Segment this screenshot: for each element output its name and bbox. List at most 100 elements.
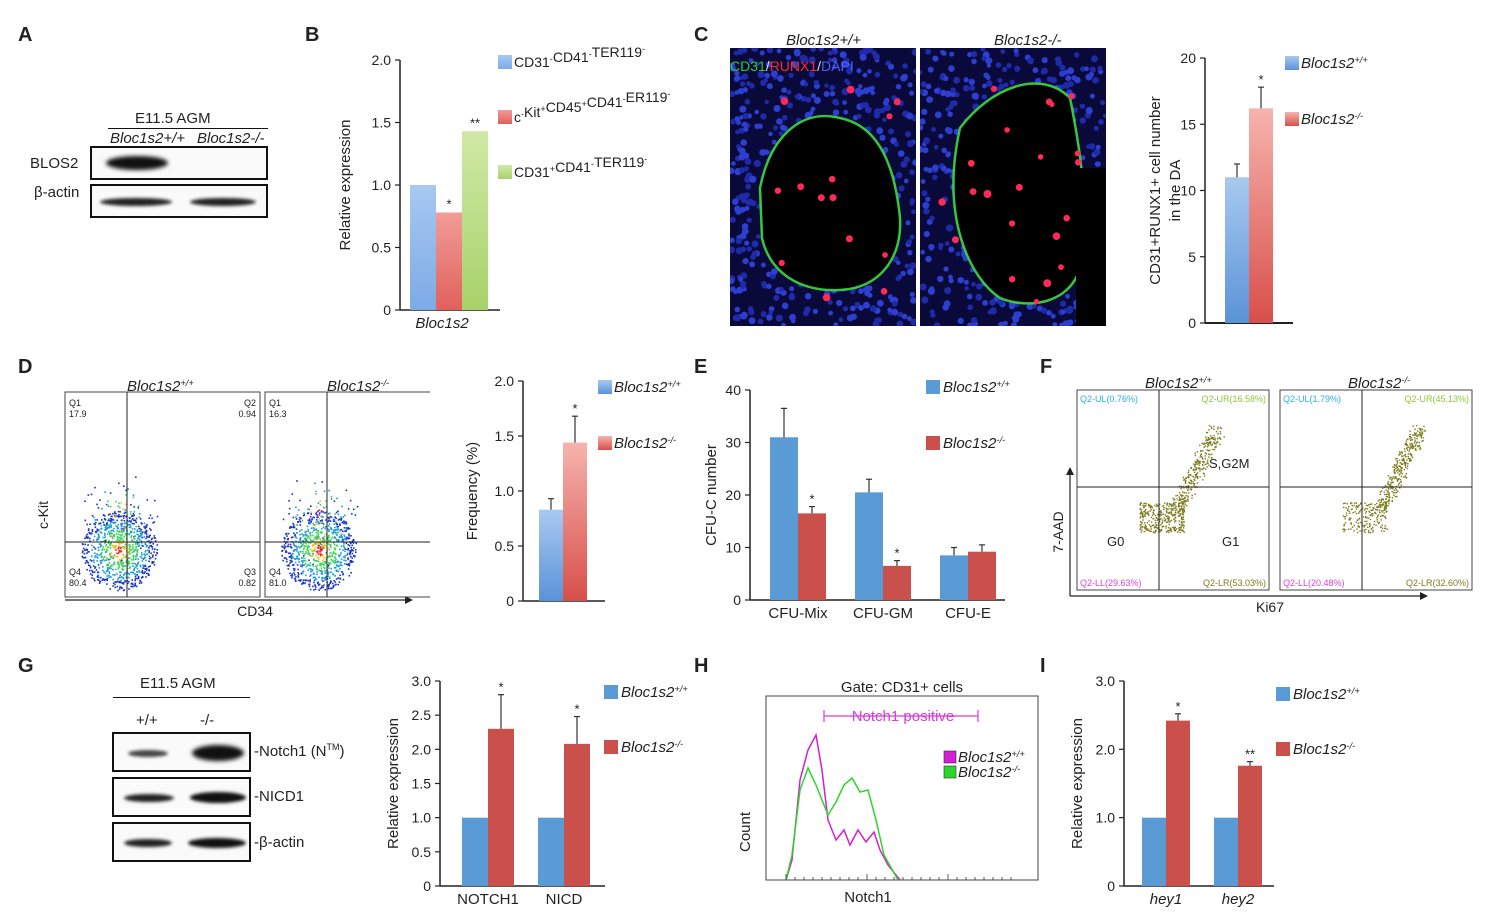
- flow-event: [1419, 433, 1421, 435]
- dapi-nucleus: [730, 90, 735, 98]
- dapi-nucleus: [773, 105, 781, 112]
- flow-event: [1207, 450, 1209, 452]
- flow-event: [107, 567, 109, 569]
- flow-event: [1389, 485, 1391, 487]
- flow-event: [104, 532, 106, 535]
- flow-event: [110, 567, 113, 570]
- flow-event: [296, 524, 298, 526]
- dapi-nucleus: [927, 66, 934, 73]
- flow-event: [118, 581, 120, 583]
- flow-event: [300, 573, 303, 575]
- dapi-nucleus: [768, 131, 773, 137]
- flow-event: [150, 538, 153, 541]
- dapi-nucleus: [949, 51, 955, 57]
- flow-event: [127, 533, 129, 535]
- dapi-nucleus: [1071, 75, 1077, 81]
- flow-event: [342, 538, 344, 540]
- flow-event: [339, 568, 341, 570]
- flow-event: [332, 585, 335, 587]
- dapi-nucleus: [743, 192, 750, 199]
- flow-event: [96, 553, 98, 555]
- dapi-nucleus: [863, 301, 870, 309]
- panel-g-y-tick-label: 0.5: [412, 844, 432, 860]
- panel-c-y-tick-label: 20: [1180, 50, 1196, 66]
- flow-event: [1397, 472, 1399, 474]
- flow-event: [116, 585, 119, 588]
- dapi-nucleus: [744, 240, 750, 246]
- flow-event: [320, 587, 323, 589]
- dapi-nucleus: [867, 293, 873, 298]
- dapi-nucleus: [920, 89, 924, 95]
- flow-event: [295, 540, 297, 543]
- flow-event: [118, 550, 121, 552]
- panel-h-x-label: Notch1: [844, 889, 892, 906]
- flow-event: [1167, 530, 1169, 532]
- flow-event: [1193, 478, 1195, 481]
- flow-event: [1172, 503, 1174, 505]
- flow-event: [1199, 456, 1201, 458]
- flow-event: [101, 549, 103, 551]
- flow-event: [98, 579, 100, 581]
- flow-event: [1351, 502, 1353, 504]
- flow-event: [96, 539, 98, 542]
- flow-event: [337, 577, 339, 579]
- flow-event: [321, 510, 323, 512]
- blot-band: [124, 794, 174, 802]
- dapi-nucleus: [862, 72, 868, 78]
- flow-event: [313, 589, 315, 591]
- panel-e-y-tick-label: 40: [725, 382, 741, 398]
- flow-event: [1163, 506, 1165, 509]
- flow-event: [1416, 442, 1418, 444]
- flow-event: [1185, 492, 1187, 494]
- panel-d-y-tick-label: 1.5: [495, 428, 515, 444]
- flow-event: [1385, 498, 1388, 500]
- flow-event: [153, 564, 156, 566]
- flow-event: [1406, 446, 1408, 449]
- flow-event: [1157, 524, 1160, 527]
- flow-event: [1397, 490, 1399, 493]
- flow-event: [317, 533, 319, 536]
- dapi-nucleus: [742, 258, 749, 265]
- flow-event: [1168, 503, 1170, 505]
- panel-f-quad-ll: Q2-LL(29.63%): [1080, 578, 1142, 588]
- panel-f-label-sg2m: S,G2M: [1209, 456, 1249, 471]
- flow-event: [135, 546, 137, 548]
- flow-event: [137, 577, 140, 579]
- flow-event: [1175, 501, 1177, 504]
- flow-event: [1409, 448, 1411, 450]
- flow-event: [143, 553, 145, 555]
- dapi-nucleus: [742, 87, 748, 93]
- flow-event: [326, 570, 329, 573]
- flow-event: [299, 499, 301, 502]
- flow-event: [125, 534, 127, 537]
- flow-event: [121, 527, 124, 530]
- panel-b-y-tick-label: 0.5: [372, 240, 392, 256]
- flow-event: [1368, 523, 1371, 525]
- panel-g-lane-wt: +/+: [136, 712, 158, 729]
- flow-event: [93, 516, 95, 519]
- flow-event: [113, 527, 115, 530]
- flow-event: [348, 533, 350, 535]
- dapi-nucleus: [781, 114, 788, 121]
- flow-event: [328, 523, 331, 525]
- flow-event: [339, 554, 342, 556]
- dapi-nucleus: [895, 172, 903, 179]
- flow-event: [1393, 494, 1395, 497]
- dapi-nucleus: [1054, 56, 1062, 63]
- flow-event: [315, 537, 317, 539]
- panel-d-y-label-bar: Frequency (%): [464, 442, 481, 540]
- flow-event: [1144, 505, 1146, 507]
- dapi-nucleus: [772, 125, 778, 131]
- flow-event: [91, 544, 93, 547]
- flow-event: [125, 538, 128, 540]
- flow-event: [136, 551, 139, 554]
- flow-event: [1399, 487, 1401, 489]
- flow-event: [1215, 446, 1217, 448]
- dapi-nucleus: [803, 82, 809, 87]
- flow-event: [284, 542, 287, 544]
- panel-e-y-label: CFU-C number: [703, 444, 720, 546]
- flow-event: [319, 547, 322, 549]
- flow-event: [312, 524, 315, 526]
- flow-event: [1403, 448, 1406, 450]
- flow-event: [1190, 489, 1192, 491]
